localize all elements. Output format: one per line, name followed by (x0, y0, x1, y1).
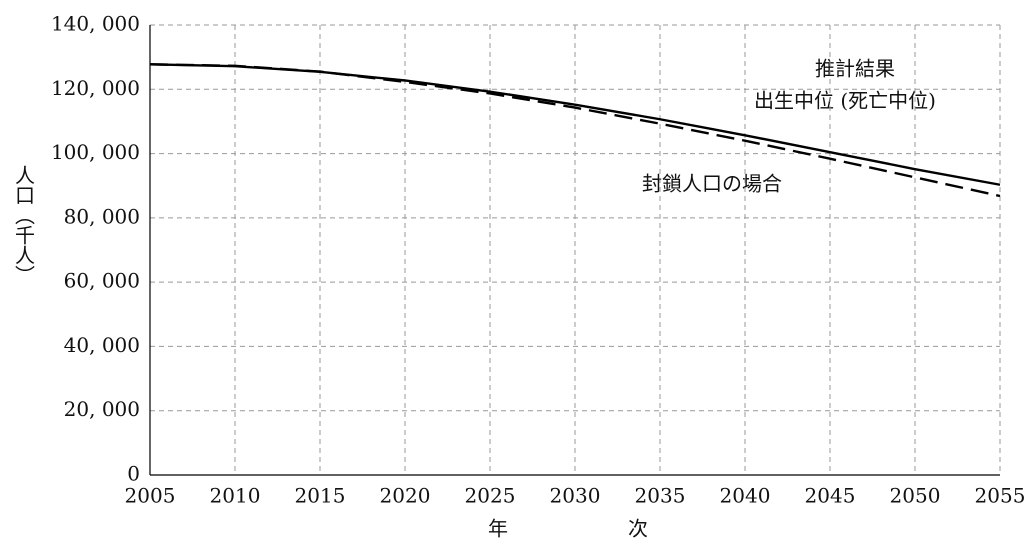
x-axis-label: 年 次 (488, 517, 648, 541)
x-tick-label: 2025 (465, 484, 516, 508)
y-tick-label: 40, 000 (64, 333, 140, 357)
y-tick-label: 80, 000 (64, 204, 140, 228)
x-tick-label: 2005 (125, 484, 176, 508)
line-series (149, 63, 1001, 198)
x-tick-label: 2035 (635, 484, 686, 508)
y-tick-label: 20, 000 (64, 397, 140, 421)
annotation: 推計結果 (815, 57, 895, 81)
y-tick-label: 100, 000 (51, 140, 140, 164)
y-tick-label: 0 (127, 462, 140, 486)
y-axis-label: 人口（千人） (12, 165, 36, 285)
x-tick-label: 2045 (805, 484, 856, 508)
annotation: 封鎖人口の場合 (642, 172, 782, 196)
y-tick-label: 120, 000 (51, 76, 140, 100)
y-tick-label: 140, 000 (51, 12, 140, 36)
x-tick-label: 2030 (550, 484, 601, 508)
x-tick-label: 2010 (210, 484, 261, 508)
x-tick-label: 2055 (975, 484, 1026, 508)
x-tick-label: 2040 (720, 484, 771, 508)
x-tick-label: 2050 (890, 484, 941, 508)
x-tick-label: 2020 (380, 484, 431, 508)
annotation: 出生中位 (死亡中位) (754, 89, 936, 113)
y-tick-label: 60, 000 (64, 269, 140, 293)
x-tick-label: 2015 (295, 484, 346, 508)
